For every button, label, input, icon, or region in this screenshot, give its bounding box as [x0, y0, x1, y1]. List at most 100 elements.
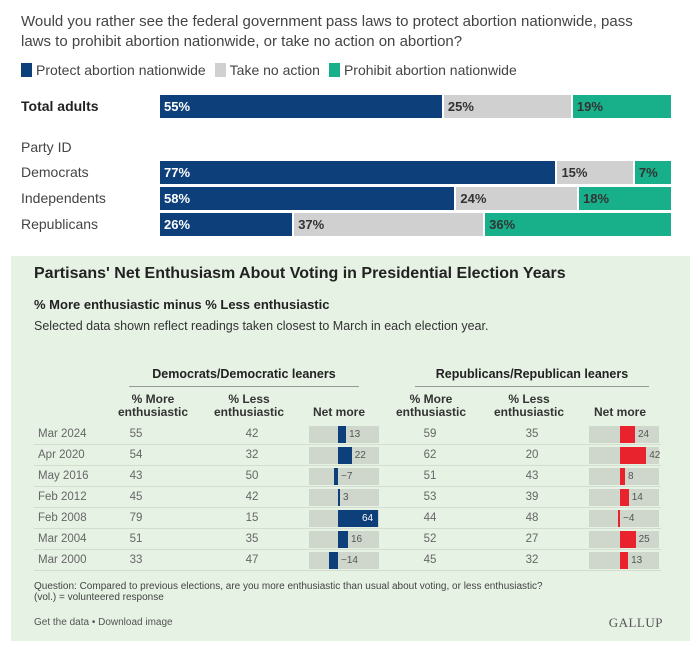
dem-more-value: 45: [129, 491, 143, 503]
legend-label: Take no action: [229, 62, 320, 78]
dem-net-bar: [329, 552, 338, 569]
legend-label: Prohibit abortion nationwide: [343, 62, 517, 78]
dem-more-header-line2: enthusiastic: [117, 405, 189, 419]
dem-net-bar: [338, 531, 348, 548]
rep-net-label: 14: [631, 492, 643, 503]
rep-net-label: 13: [631, 555, 643, 566]
dem-net-label: 3: [343, 492, 349, 503]
row-date: Apr 2020: [38, 449, 85, 461]
dem-less-header-line2: enthusiastic: [213, 405, 285, 419]
panel-title: Partisans' Net Enthusiasm About Voting i…: [34, 265, 566, 282]
rep-net-label: 42: [649, 450, 661, 461]
rep-net-label: 24: [638, 429, 650, 440]
bar-value-label: 37%: [298, 217, 325, 232]
dem-net-cell: −14: [309, 552, 379, 569]
rep-net-bar: [620, 552, 629, 569]
dem-net-cell: 3: [309, 489, 379, 506]
gallup-logo: GALLUP: [608, 615, 663, 630]
rep-more-header-line2: enthusiastic: [395, 405, 467, 419]
rep-less-header-line2: enthusiastic: [493, 405, 565, 419]
bar-value-label: 25%: [447, 99, 474, 114]
bar-value-label: 24%: [460, 191, 487, 206]
panel-note: Selected data shown reflect readings tak…: [34, 319, 489, 333]
dem-more-header-line1: % More: [131, 392, 175, 406]
dem-net-cell: 13: [309, 426, 379, 443]
bar-value-label: 15%: [561, 165, 588, 180]
enthusiasm-panel: Partisans' Net Enthusiasm About Voting i…: [11, 256, 690, 641]
rep-group-rule: [415, 386, 649, 387]
rep-more-header: % More enthusiastic: [386, 393, 476, 419]
rep-net-cell: 13: [589, 552, 659, 569]
dem-more-value: 33: [129, 554, 143, 566]
rep-net-cell: −4: [589, 510, 659, 527]
dem-net-cell: 64: [309, 510, 379, 527]
dem-less-header-line1: % Less: [228, 392, 270, 406]
row-date: May 2016: [38, 470, 89, 482]
panel-subtitle: % More enthusiastic minus % Less enthusi…: [34, 297, 330, 312]
rep-net-bar: [620, 531, 636, 548]
bar-segment: 77%: [160, 161, 556, 184]
rep-more-value: 45: [423, 554, 437, 566]
row-date: Mar 2004: [38, 533, 87, 545]
rep-less-value: 27: [525, 533, 539, 545]
dem-less-value: 50: [245, 470, 259, 482]
bar-segment: 24%: [456, 187, 577, 210]
rep-more-value: 53: [423, 491, 437, 503]
bar-value-label: 18%: [583, 191, 610, 206]
rep-net-cell: 25: [589, 531, 659, 548]
dem-net-bar: [338, 426, 347, 443]
row-date: Mar 2024: [38, 428, 87, 440]
row-label-democrats: Democrats: [21, 164, 89, 180]
legend-swatch: [328, 63, 340, 77]
dem-net-cell: 16: [309, 531, 379, 548]
rep-more-value: 52: [423, 533, 437, 545]
table-row: Mar 2024 55 42 59 35 13 24: [34, 424, 661, 445]
dem-net-label: −7: [341, 471, 353, 482]
dem-more-value: 54: [129, 449, 143, 461]
bar-segment: 36%: [485, 213, 671, 236]
bar-segment: 25%: [443, 95, 571, 118]
legend-item-2: Prohibit abortion nationwide: [328, 62, 517, 78]
bar-segment: 15%: [557, 161, 633, 184]
dem-net-label: 22: [354, 450, 366, 461]
rep-less-value: 32: [525, 554, 539, 566]
dem-group-rule: [129, 386, 359, 387]
row-label-independents: Independents: [21, 190, 106, 206]
chart-legend: Protect abortion nationwide Take no actio…: [21, 62, 526, 78]
dem-net-label: 64: [362, 513, 374, 524]
dem-less-value: 47: [245, 554, 259, 566]
rep-more-value: 51: [423, 470, 437, 482]
footer-links[interactable]: Get the data • Download image: [34, 617, 173, 628]
rep-less-header: % Less enthusiastic: [484, 393, 574, 419]
rep-less-value: 43: [525, 470, 539, 482]
bar-segment: 37%: [294, 213, 484, 236]
rep-more-value: 62: [423, 449, 437, 461]
rep-net-cell: 8: [589, 468, 659, 485]
chart-question: Would you rather see the federal governm…: [21, 13, 633, 50]
rep-net-label: −4: [623, 513, 635, 524]
table-row: Feb 2008 79 15 44 48 64 −4: [34, 508, 661, 529]
rep-less-header-line1: % Less: [508, 392, 550, 406]
dem-more-header: % More enthusiastic: [108, 393, 198, 419]
table-row: Apr 2020 54 32 62 20 22 42: [34, 445, 661, 466]
rep-more-value: 59: [423, 428, 437, 440]
party-id-label: Party ID: [21, 139, 72, 155]
dem-net-bar: [338, 510, 378, 527]
rep-net-header: Net more: [593, 405, 646, 419]
dem-less-value: 42: [245, 428, 259, 440]
rep-more-header-line1: % More: [409, 392, 453, 406]
rep-net-cell: 42: [589, 447, 661, 464]
rep-less-value: 20: [525, 449, 539, 461]
row-date: Mar 2000: [38, 554, 87, 566]
legend-item-1: Take no action: [214, 62, 320, 78]
row-label-total-adults: Total adults: [21, 98, 99, 114]
row-label-republicans: Republicans: [21, 216, 99, 232]
rep-less-value: 39: [525, 491, 539, 503]
rep-net-label: 8: [628, 471, 634, 482]
row-date: Feb 2008: [38, 512, 87, 524]
abortion-stacked-bar-chart: Would you rather see the federal governm…: [0, 0, 698, 252]
table-row: May 2016 43 50 51 43 −7 8: [34, 466, 661, 487]
rep-net-label: 25: [638, 534, 650, 545]
bar-value-label: 19%: [576, 99, 603, 114]
dem-less-header: % Less enthusiastic: [204, 393, 294, 419]
